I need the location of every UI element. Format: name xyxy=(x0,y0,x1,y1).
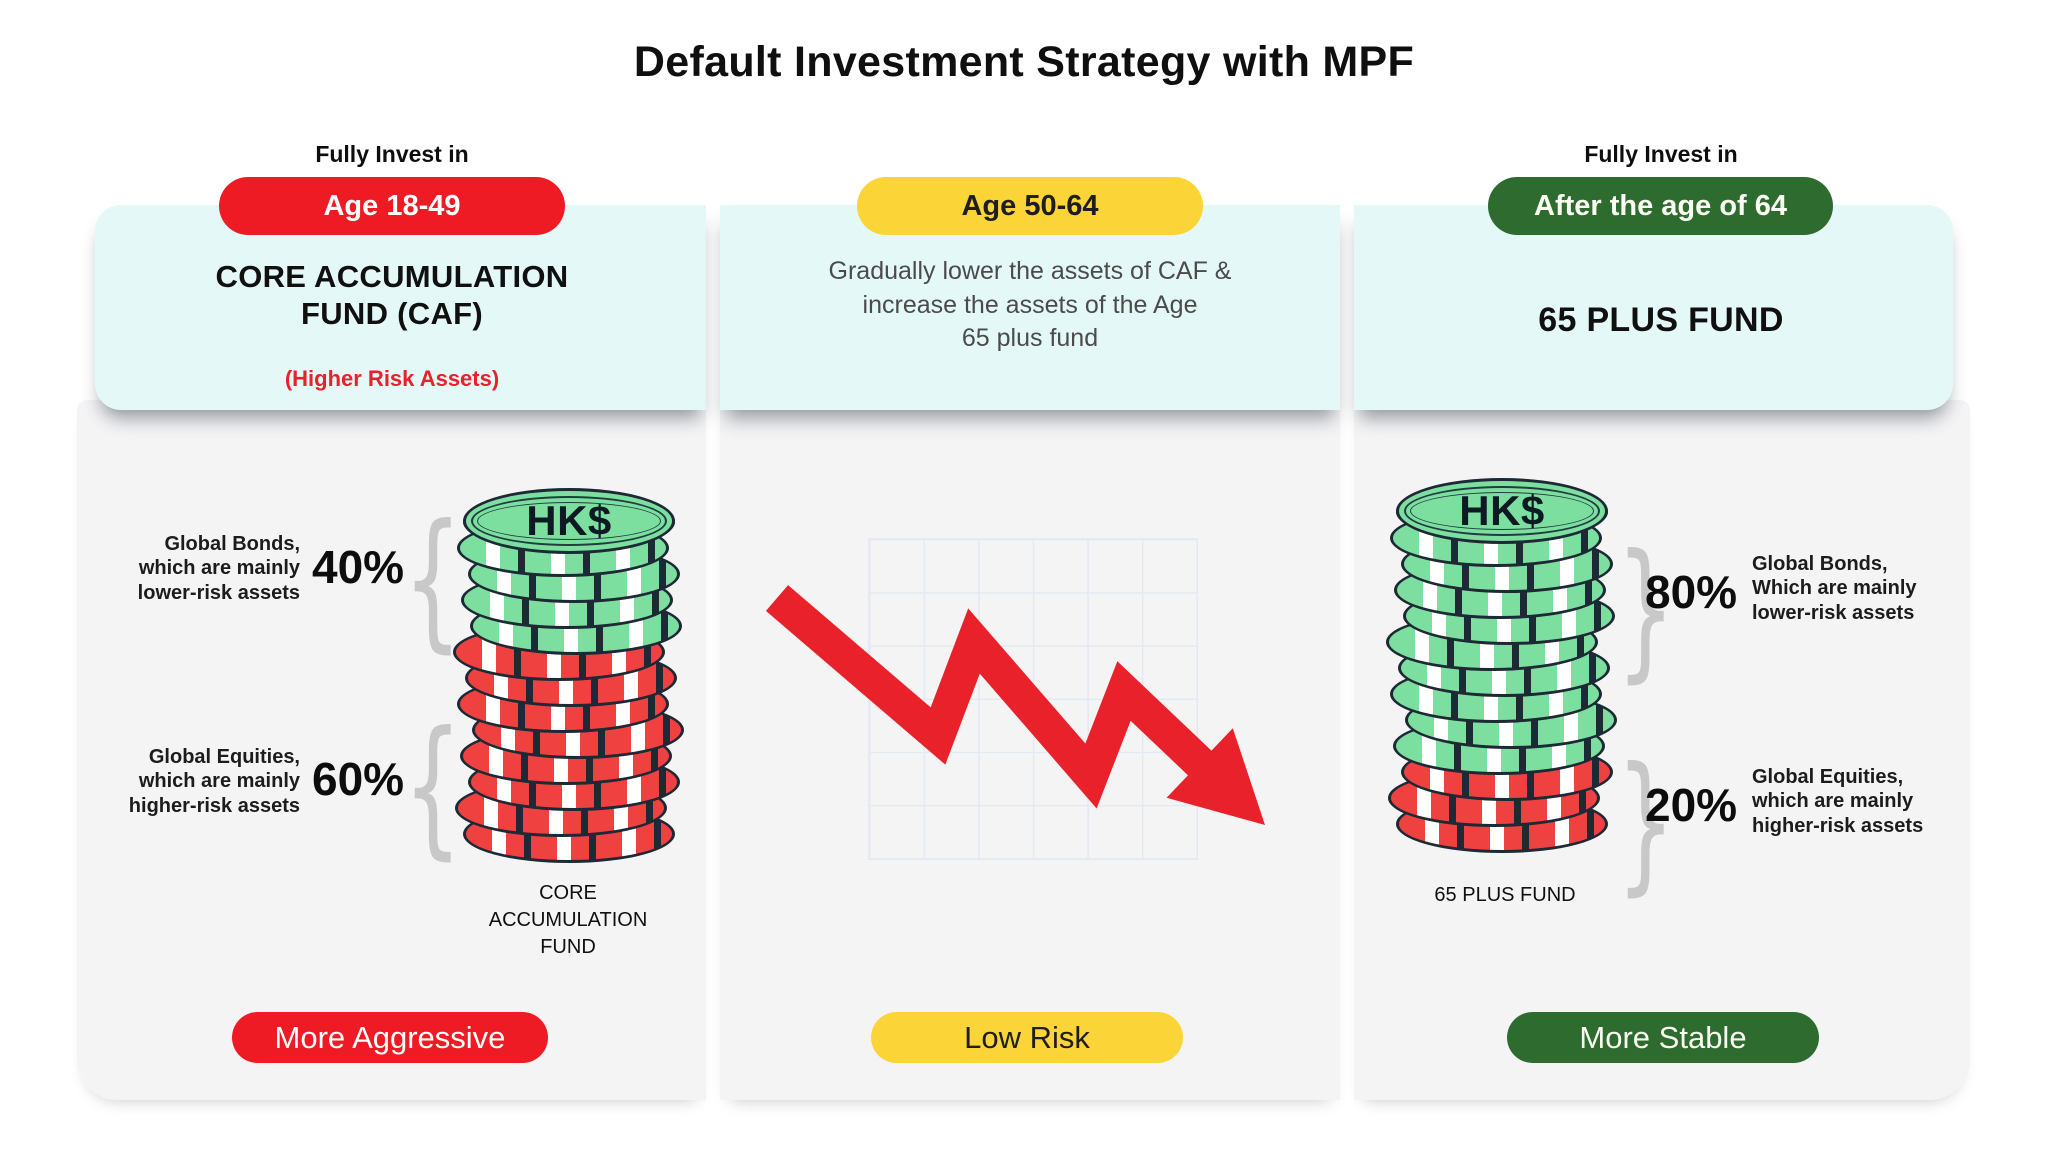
allocation-label-equities-caf: Global Equities, which are mainly higher… xyxy=(128,746,300,817)
curly-brace-icon: } xyxy=(1616,523,1676,697)
hkd-coin-icon: HK$ xyxy=(463,488,675,554)
age-pill-50-64: Age 50-64 xyxy=(857,177,1203,235)
curly-brace-icon: } xyxy=(1616,736,1676,910)
allocation-percent-equities-caf: 60% xyxy=(312,753,405,805)
caf-subheading: (Higher Risk Assets) xyxy=(284,366,500,391)
coin-stack-65plus-illustration: HK$ xyxy=(1386,478,1617,853)
allocation-label-bonds-65plus: Global Bonds, Which are mainly lower-ris… xyxy=(1752,553,1917,624)
allocation-label-bonds-caf: Global Bonds, which are mainly lower-ris… xyxy=(137,533,300,604)
hkd-coin-icon: HK$ xyxy=(1396,478,1608,544)
coin-stack-caf-illustration: HK$ xyxy=(453,488,684,863)
fully-invest-label-caf: Fully Invest in xyxy=(315,141,469,167)
65plus-heading: 65 PLUS FUND xyxy=(1538,301,1784,339)
header-band-caf xyxy=(95,205,706,410)
curly-brace-icon: { xyxy=(403,493,463,667)
age-pill-after-64: After the age of 64 xyxy=(1488,177,1833,235)
fully-invest-label-65plus: Fully Invest in xyxy=(1584,141,1738,167)
curly-brace-icon: { xyxy=(403,700,463,874)
allocation-percent-bonds-caf: 40% xyxy=(312,541,405,593)
stack-caption-caf: CORE ACCUMULATION FUND xyxy=(488,882,648,958)
risk-pill-more-aggressive: More Aggressive xyxy=(232,1012,548,1063)
header-band-transition xyxy=(720,205,1340,410)
downtrend-arrow-icon xyxy=(765,585,1265,825)
allocation-percent-bonds-65plus: 80% xyxy=(1645,566,1738,618)
stack-caption-65plus: 65 PLUS FUND xyxy=(1434,884,1576,906)
risk-pill-more-stable: More Stable xyxy=(1507,1012,1819,1063)
allocation-percent-equities-65plus: 20% xyxy=(1645,779,1738,831)
age-pill-18-49: Age 18-49 xyxy=(219,177,565,235)
transition-description: Gradually lower the assets of CAF & incr… xyxy=(828,257,1232,352)
allocation-label-equities-65plus: Global Equities, which are mainly higher… xyxy=(1752,766,1924,837)
page-title: Default Investment Strategy with MPF xyxy=(633,38,1415,86)
risk-pill-low-risk: Low Risk xyxy=(871,1012,1183,1063)
caf-heading: CORE ACCUMULATION FUND (CAF) xyxy=(215,259,569,332)
header-band-65plus xyxy=(1354,205,1953,410)
